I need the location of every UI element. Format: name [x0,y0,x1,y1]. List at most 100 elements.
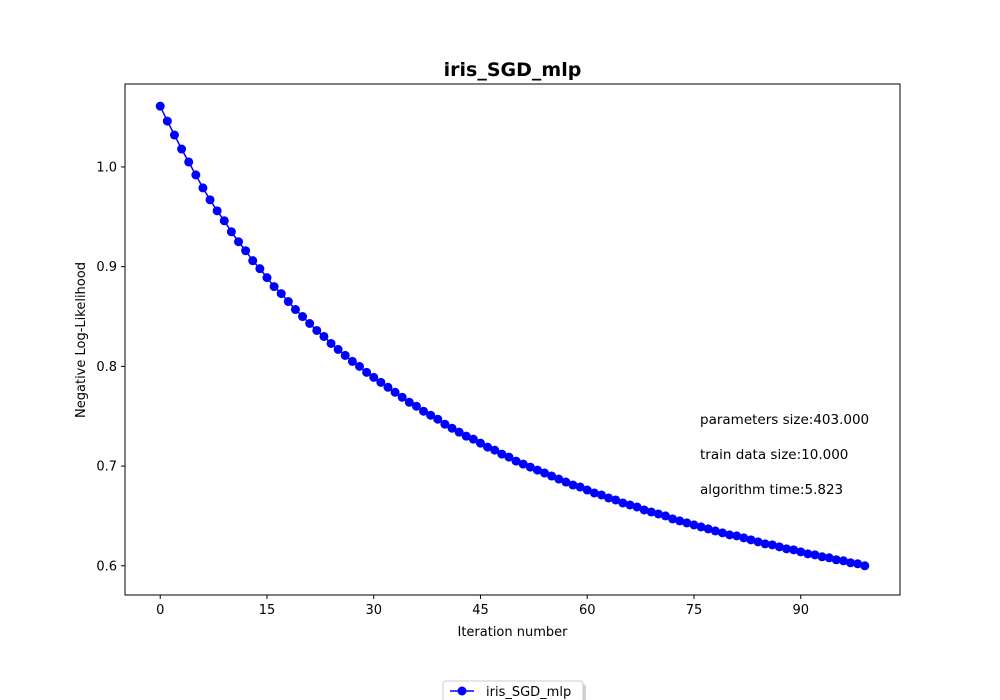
data-point [312,325,322,335]
data-point [789,545,799,555]
y-tick-label: 0.9 [96,260,117,275]
data-point [717,528,727,538]
data-point [781,544,791,554]
data-point [483,442,493,452]
x-tick-label: 45 [472,603,489,618]
data-point [184,157,194,167]
data-point [198,183,208,193]
data-point [831,555,841,565]
data-point [653,509,663,519]
data-point [397,392,407,402]
data-point [340,350,350,360]
legend-marker-swatch [457,686,467,696]
data-point [269,282,279,292]
data-point [568,480,578,490]
data-point [219,216,229,226]
annotation-algorithm-time: algorithm time:5.823 [700,482,843,498]
data-point [276,289,286,299]
data-point [575,482,585,492]
data-point [298,312,308,322]
data-point [774,542,784,552]
data-point [810,550,820,560]
data-point [611,495,621,505]
x-tick-label: 60 [579,603,596,618]
data-point [596,490,606,500]
data-point [817,552,827,562]
data-point [625,500,635,510]
series-layer [155,101,870,571]
data-point [824,553,834,563]
data-point [547,471,557,481]
x-tick-label: 75 [686,603,703,618]
data-point [369,372,379,382]
data-point [262,273,272,283]
data-point [554,474,564,484]
y-axis-label: Negative Log-Likelihood [74,262,89,418]
data-point [604,493,614,503]
data-point [682,518,692,528]
data-point [860,561,870,571]
data-point [177,144,187,154]
chart-title: iris_SGD_mlp [444,59,582,81]
data-point [561,477,571,487]
data-point [354,361,364,371]
data-point [739,533,749,543]
data-point [668,514,678,524]
data-point [411,401,421,411]
data-point [390,387,400,397]
data-point [725,530,735,540]
data-point [518,459,528,469]
y-tick-label: 0.6 [96,559,117,574]
data-point [853,559,863,569]
annotation-train-data-size: train data size:10.000 [700,447,848,463]
legend-box [442,680,584,700]
data-point [532,465,542,475]
data-point [767,540,777,550]
y-tick-label: 0.8 [96,360,117,375]
data-point [582,485,592,495]
data-point [525,462,535,472]
plot-area [124,83,901,596]
x-tick-label: 15 [259,603,276,618]
data-point [490,445,500,455]
data-point [419,406,429,416]
data-point [376,377,386,387]
data-point [675,516,685,526]
data-point [155,101,165,111]
data-point [475,438,485,448]
data-point [639,505,649,515]
data-point [468,434,478,444]
x-axis: 0 15 30 45 60 75 90 [156,595,809,618]
data-point [760,539,770,549]
data-point [447,423,457,433]
data-point [796,547,806,557]
data-point [212,206,222,216]
data-point [283,297,293,307]
data-point [846,558,856,568]
x-axis-label: Iteration number [457,625,568,640]
data-point [461,431,471,441]
annotation-parameters-size: parameters size:403.000 [700,412,869,428]
x-tick-label: 0 [156,603,164,618]
data-point [753,537,763,547]
data-point [803,549,813,559]
data-point [511,456,521,466]
data-point [689,520,699,530]
data-point [305,319,315,328]
data-point [248,256,258,266]
legend: iris_SGD_mlp [442,680,586,700]
data-point [661,511,671,521]
data-point [383,382,393,392]
data-point [454,427,464,437]
data-point [703,524,713,534]
data-point [440,419,450,429]
data-point [319,331,329,341]
data-point [241,246,251,256]
data-point [504,452,514,462]
data-point [433,414,443,424]
data-point [205,195,215,205]
data-point [632,502,642,512]
data-point [162,116,172,126]
data-point [696,522,706,532]
